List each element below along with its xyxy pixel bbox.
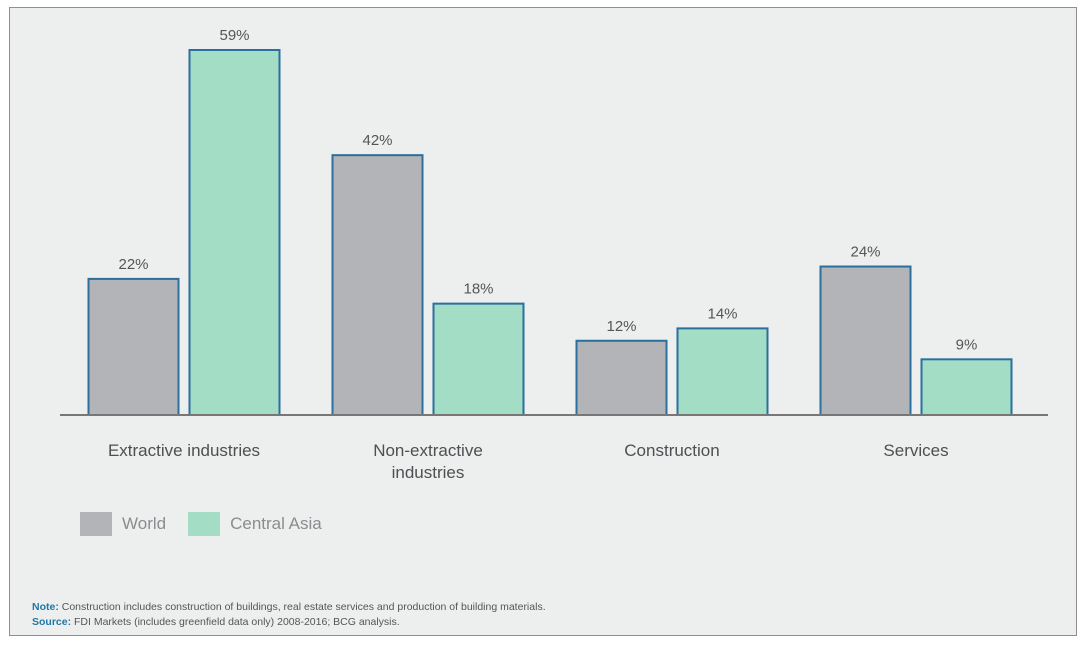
note-label: Note: bbox=[32, 601, 59, 613]
data-label-world-1: 42% bbox=[362, 132, 392, 149]
bar-chart: 22% 59% Extractive industries 42% 18% Non-ext… bbox=[60, 27, 1048, 482]
legend: World Central Asia bbox=[80, 512, 344, 536]
bar-central-asia-3 bbox=[920, 358, 1013, 416]
category-label-3: Services bbox=[883, 441, 948, 460]
category-label-1-line-0: Non-extractive bbox=[373, 441, 483, 460]
bar-world-3 bbox=[819, 265, 912, 416]
category-label-0: Extractive industries bbox=[108, 441, 260, 460]
category-label-2: Construction bbox=[624, 441, 719, 460]
data-label-central-asia-0: 59% bbox=[219, 27, 249, 44]
source-line: Source: FDI Markets (includes greenfield… bbox=[32, 615, 546, 630]
bar-world-2 bbox=[575, 339, 668, 417]
bar-world-1 bbox=[331, 154, 424, 416]
data-label-central-asia-2: 14% bbox=[707, 305, 737, 322]
note-line: Note: Construction includes construction… bbox=[32, 600, 546, 615]
data-label-world-2: 12% bbox=[606, 318, 636, 335]
chart-frame: 22% 59% Extractive industries 42% 18% Non-ext… bbox=[9, 7, 1077, 636]
legend-label-world: World bbox=[122, 514, 167, 533]
data-label-world-3: 24% bbox=[850, 244, 880, 261]
legend-swatch-world bbox=[80, 512, 112, 536]
bar-central-asia-0 bbox=[188, 49, 281, 416]
note-text: Construction includes construction of bu… bbox=[58, 601, 546, 613]
data-label-central-asia-3: 9% bbox=[956, 336, 978, 353]
legend-item-central-asia: Central Asia bbox=[188, 512, 322, 536]
bar-world-0 bbox=[87, 277, 180, 417]
data-label-world-0: 22% bbox=[118, 256, 148, 273]
source-label: Source: bbox=[32, 616, 72, 628]
category-label-1-line-1: industries bbox=[392, 463, 465, 482]
data-label-central-asia-1: 18% bbox=[463, 281, 493, 298]
legend-swatch-central-asia bbox=[188, 512, 221, 536]
footnotes: Note: Construction includes construction… bbox=[32, 600, 546, 630]
bar-central-asia-2 bbox=[676, 327, 769, 416]
legend-item-world: World bbox=[80, 512, 166, 536]
source-text: FDI Markets (includes greenfield data on… bbox=[71, 616, 400, 628]
bar-central-asia-1 bbox=[432, 302, 525, 417]
legend-label-central-asia: Central Asia bbox=[230, 514, 322, 533]
